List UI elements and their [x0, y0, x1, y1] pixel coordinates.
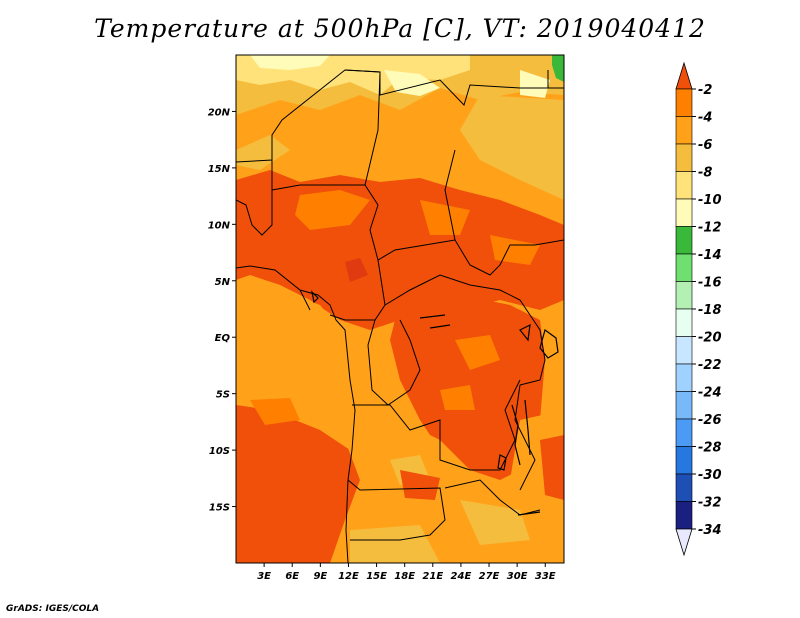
- lon-tick-label: 3E: [257, 571, 271, 582]
- longitude-axis: 3E 6E 9E 12E 15E 18E 21E 24E 27E 30E 33E: [257, 563, 556, 582]
- lon-tick-label: 18E: [394, 571, 415, 582]
- colorbar-swatch: [675, 88, 693, 117]
- lat-tick-label: EQ: [215, 333, 231, 344]
- colorbar-label: -14: [698, 248, 722, 263]
- lat-tick-label: 5S: [216, 390, 230, 401]
- lat-tick-label: 20N: [208, 107, 231, 118]
- lat-tick-label: 10S: [209, 446, 230, 457]
- colorbar-label: -24: [698, 386, 722, 401]
- lat-tick-label: 5N: [215, 277, 231, 288]
- colorbar-swatch: [675, 473, 693, 502]
- colorbar-label: -18: [698, 303, 722, 318]
- map-frame: [235, 54, 565, 564]
- colorbar-swatch: [675, 281, 693, 310]
- lat-tick-label: 15S: [209, 503, 230, 514]
- colorbar-label: -2: [698, 83, 712, 98]
- lon-tick-label: 15E: [366, 571, 387, 582]
- colorbar-label: -26: [698, 413, 722, 428]
- colorbar-label: -22: [698, 358, 722, 373]
- lat-tick-label: 10N: [208, 220, 231, 231]
- lon-tick-label: 6E: [285, 571, 299, 582]
- lon-tick-label: 27E: [479, 571, 500, 582]
- lat-tick-label: 15N: [208, 164, 231, 175]
- lon-tick-label: 21E: [422, 571, 443, 582]
- colorbar-swatch: [675, 336, 693, 365]
- colorbar-label: -8: [698, 166, 712, 181]
- latitude-axis: 20N 15N 10N 5N EQ 5S 10S 15S: [208, 107, 236, 514]
- colorbar-label: -4: [698, 111, 712, 126]
- colorbar-label: -30: [698, 468, 722, 483]
- colorbar-label: -32: [698, 496, 722, 511]
- colorbar-label: -16: [698, 276, 722, 291]
- lon-tick-label: 33E: [535, 571, 556, 582]
- colorbar-label: -34: [698, 523, 722, 538]
- colorbar-boxes: [675, 61, 693, 557]
- colorbar-swatch: [675, 253, 693, 282]
- colorbar-swatch: [675, 418, 693, 447]
- colorbar-swatch: [675, 446, 693, 475]
- colorbar-label: -10: [698, 193, 722, 208]
- lon-tick-label: 9E: [313, 571, 327, 582]
- lon-tick-label: 24E: [451, 571, 472, 582]
- colorbar-label: -6: [698, 138, 712, 153]
- colorbar-swatch: [675, 226, 693, 255]
- colorbar-swatch: [675, 116, 693, 145]
- temperature-field: [236, 55, 564, 563]
- colorbar-swatch: [675, 391, 693, 420]
- colorbar-swatch: [675, 143, 693, 172]
- colorbar-labels: -2 -4 -6 -8 -10 -12 -14 -16 -18 -20 -22 -24 -26 -28 -3…: [692, 83, 722, 538]
- colorbar-top-arrow: [675, 61, 693, 90]
- colorbar-label: -12: [698, 221, 722, 236]
- colorbar-label: -20: [698, 331, 722, 346]
- colorbar-swatch: [675, 308, 693, 337]
- credit-text: GrADS: IGES/COLA: [6, 604, 100, 614]
- colorbar-swatch: [675, 198, 693, 227]
- chart-title: Temperature at 500hPa [C], VT: 201904041…: [94, 14, 706, 43]
- lon-tick-label: 12E: [338, 571, 359, 582]
- colorbar-label: -28: [698, 441, 722, 456]
- lon-tick-label: 30E: [507, 571, 528, 582]
- colorbar-swatch: [675, 171, 693, 200]
- colorbar-swatch: [675, 363, 693, 392]
- colorbar-bottom-arrow: [675, 528, 693, 557]
- colorbar-swatch: [675, 501, 693, 530]
